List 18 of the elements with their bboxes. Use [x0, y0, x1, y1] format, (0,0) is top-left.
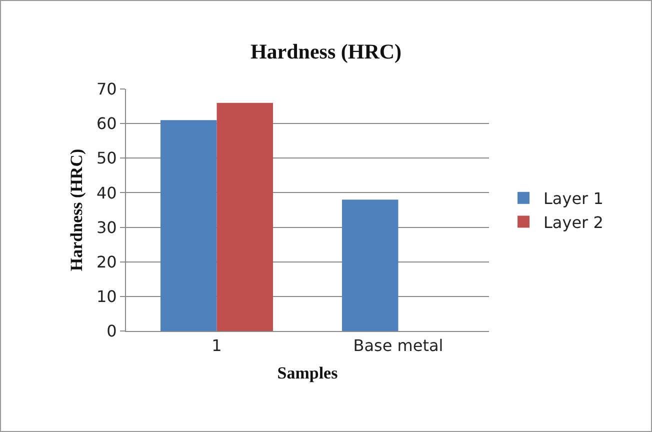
y-tick-label: 30	[96, 218, 117, 237]
y-tick-label: 0	[106, 322, 117, 341]
y-tick-label: 20	[96, 252, 117, 272]
legend-label: Layer 2	[544, 212, 604, 232]
y-tick-label: 60	[96, 114, 117, 134]
y-tick-label: 40	[96, 183, 117, 202]
bar	[342, 200, 398, 331]
bar	[160, 120, 217, 331]
x-tick-label: 1	[212, 336, 222, 356]
y-tick-label: 70	[96, 80, 117, 99]
y-tick-label: 50	[96, 148, 117, 168]
y-axis-title: Hardness (HRC)	[67, 148, 86, 272]
x-tick-label: Base metal	[353, 336, 444, 356]
chart-title: Hardness (HRC)	[250, 40, 402, 64]
legend-label: Layer 1	[544, 189, 604, 208]
x-axis-title: Samples	[277, 364, 338, 383]
y-tick-label: 10	[96, 287, 117, 306]
bar	[216, 102, 274, 331]
